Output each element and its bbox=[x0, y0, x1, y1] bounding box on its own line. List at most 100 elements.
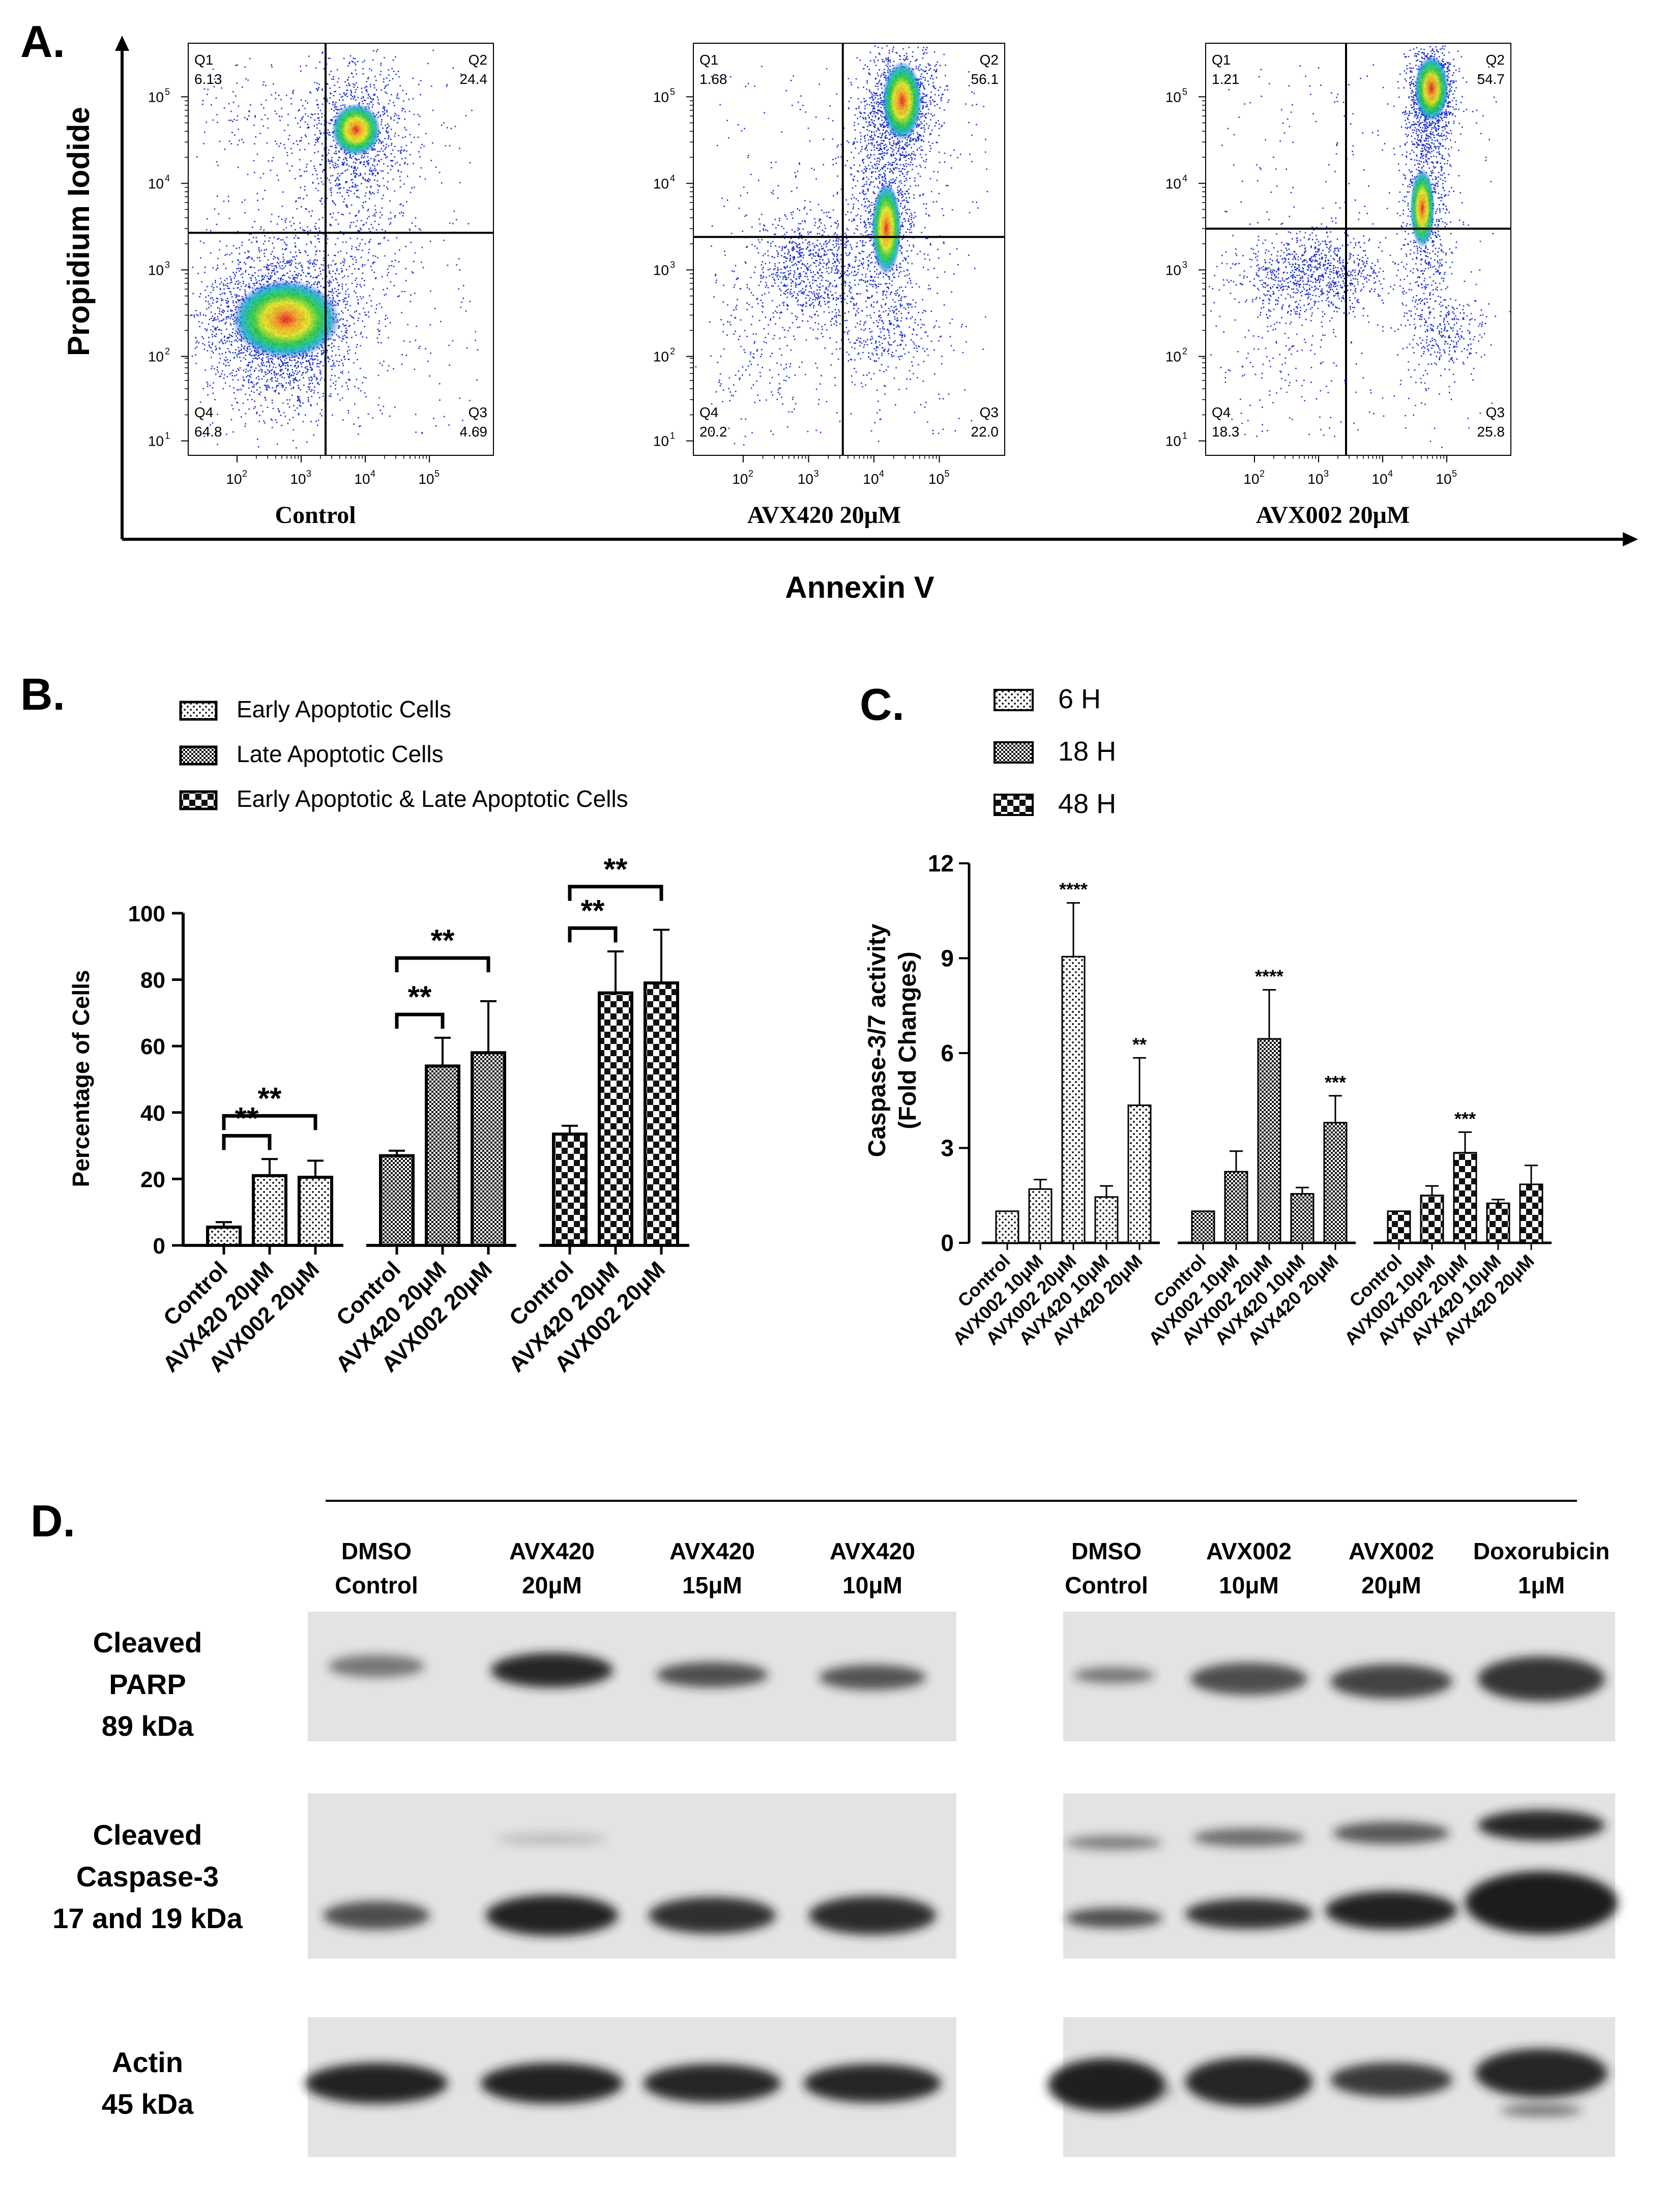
lane-label-line2: 1μM bbox=[1518, 1572, 1565, 1598]
x-tick-label: 10 bbox=[798, 471, 813, 487]
bar bbox=[1387, 1210, 1411, 1244]
protein-band bbox=[1185, 2057, 1312, 2106]
protein-band bbox=[323, 1901, 430, 1930]
quadrant-q4-name: Q4 bbox=[194, 404, 213, 420]
y-tick-label: 10 bbox=[653, 263, 669, 278]
legend-label: Early Apoptotic & Late Apoptotic Cells bbox=[237, 785, 628, 812]
significance-stars: *** bbox=[1325, 1072, 1346, 1093]
lane-label-line2: 20μM bbox=[1361, 1572, 1421, 1598]
y-tick-exponent: 2 bbox=[670, 346, 675, 357]
flow-density-hotspot bbox=[1410, 168, 1435, 248]
protein-band bbox=[328, 1655, 425, 1677]
y-tick-exponent: 1 bbox=[165, 431, 170, 441]
y-tick-label: 12 bbox=[928, 850, 954, 877]
y-tick-exponent: 4 bbox=[165, 173, 170, 183]
bar bbox=[1061, 955, 1086, 1244]
x-tick-exponent: 2 bbox=[1260, 469, 1265, 479]
protein-band bbox=[1330, 1664, 1452, 1699]
y-tick-label: 10 bbox=[653, 433, 669, 449]
y-tick-label: 10 bbox=[1165, 433, 1181, 449]
legend-swatch bbox=[179, 701, 218, 721]
bar bbox=[1094, 1196, 1119, 1244]
bar bbox=[1519, 1183, 1543, 1244]
quadrant-q1-value: 1.68 bbox=[699, 71, 727, 87]
protein-band bbox=[804, 2064, 941, 2103]
y-tick-label: 10 bbox=[148, 263, 164, 278]
bar bbox=[598, 991, 633, 1247]
panel-c-y-axis-title-line2: (Fold Changes) bbox=[894, 951, 921, 1129]
x-tick-exponent: 5 bbox=[944, 469, 949, 479]
bar bbox=[995, 1210, 1019, 1244]
blot-image bbox=[1048, 2017, 1615, 2157]
quadrant-q3-value: 22.0 bbox=[971, 424, 999, 440]
bar bbox=[206, 1226, 242, 1247]
bar bbox=[1453, 1152, 1477, 1244]
protein-band bbox=[1330, 2062, 1452, 2097]
quadrant-q3-value: 4.69 bbox=[460, 424, 488, 440]
y-tick-label: 100 bbox=[128, 901, 165, 926]
y-tick-exponent: 1 bbox=[670, 431, 675, 441]
bar bbox=[425, 1064, 460, 1247]
blot-row-label: Actin bbox=[112, 2046, 183, 2078]
protein-band bbox=[1185, 1899, 1312, 1929]
blot-row-label: PARP bbox=[109, 1668, 186, 1700]
significance-stars: *** bbox=[1454, 1108, 1476, 1129]
lane-label-line2: 20μM bbox=[522, 1572, 582, 1598]
y-tick-label: 0 bbox=[941, 1230, 954, 1256]
protein-band bbox=[305, 2063, 448, 2104]
x-tick-label: 10 bbox=[226, 471, 242, 487]
y-tick-label: 9 bbox=[941, 945, 954, 972]
protein-band bbox=[1073, 1667, 1155, 1683]
y-tick-label: 80 bbox=[140, 968, 165, 993]
y-tick-label: 40 bbox=[140, 1101, 165, 1126]
y-tick-exponent: 5 bbox=[1182, 86, 1187, 97]
x-tick-label: 10 bbox=[1307, 471, 1323, 487]
quadrant-q1-value: 1.21 bbox=[1212, 71, 1240, 87]
panel-c: C. Caspase-3/7 activity (Fold Changes) 6… bbox=[860, 679, 1552, 1349]
lane-label-line1: AVX002 bbox=[1349, 1538, 1434, 1564]
y-tick-exponent: 3 bbox=[165, 260, 170, 270]
y-tick-exponent: 5 bbox=[670, 86, 675, 97]
blot-row-label: Cleaved bbox=[93, 1819, 202, 1851]
y-tick-exponent: 5 bbox=[165, 86, 170, 97]
blot-image bbox=[1063, 1612, 1615, 1741]
protein-band bbox=[1048, 2058, 1165, 2111]
lane-label-line1: AVX420 bbox=[830, 1538, 915, 1564]
quadrant-q3-name: Q3 bbox=[980, 404, 999, 420]
x-tick-label: 10 bbox=[354, 471, 370, 487]
legend-label: Early Apoptotic Cells bbox=[237, 696, 451, 722]
flow-plot-label: AVX420 20μM bbox=[747, 502, 901, 529]
panel-a-y-axis-title: Propidium Iodide bbox=[62, 107, 96, 356]
y-tick-label: 20 bbox=[140, 1167, 165, 1192]
quadrant-q2-value: 24.4 bbox=[460, 71, 488, 87]
y-tick-label: 60 bbox=[140, 1034, 165, 1059]
bar bbox=[644, 981, 679, 1247]
flow-density-hotspot bbox=[232, 279, 340, 359]
bar bbox=[471, 1051, 506, 1247]
lane-label-line1: AVX002 bbox=[1206, 1538, 1292, 1564]
panel-b: B. Percentage of Cells Early Apoptotic C… bbox=[20, 669, 689, 1377]
bar bbox=[1224, 1171, 1248, 1244]
bar bbox=[298, 1176, 333, 1247]
panel-b-label: B. bbox=[20, 669, 65, 719]
x-tick-exponent: 5 bbox=[1452, 469, 1457, 479]
lane-label-line2: Control bbox=[335, 1572, 418, 1598]
y-tick-exponent: 1 bbox=[1182, 431, 1187, 441]
significance-stars: **** bbox=[1255, 966, 1283, 987]
panel-a-label: A. bbox=[20, 16, 65, 67]
x-tick-label: 10 bbox=[732, 471, 748, 487]
panel-c-label: C. bbox=[860, 679, 904, 730]
quadrant-q2-name: Q2 bbox=[469, 52, 487, 68]
quadrant-q1-name: Q1 bbox=[699, 52, 718, 68]
blot-image bbox=[305, 2017, 956, 2157]
flow-plot-frame bbox=[1205, 43, 1511, 456]
flow-density-hotspot bbox=[871, 182, 901, 275]
quadrant-q3-value: 25.8 bbox=[1477, 424, 1505, 440]
protein-band bbox=[1193, 1828, 1305, 1847]
x-tick-exponent: 5 bbox=[434, 469, 440, 479]
quadrant-q4-name: Q4 bbox=[1212, 404, 1231, 420]
y-tick-exponent: 2 bbox=[1182, 346, 1187, 357]
y-tick-label: 10 bbox=[1165, 176, 1181, 191]
protein-band bbox=[1325, 1891, 1457, 1930]
